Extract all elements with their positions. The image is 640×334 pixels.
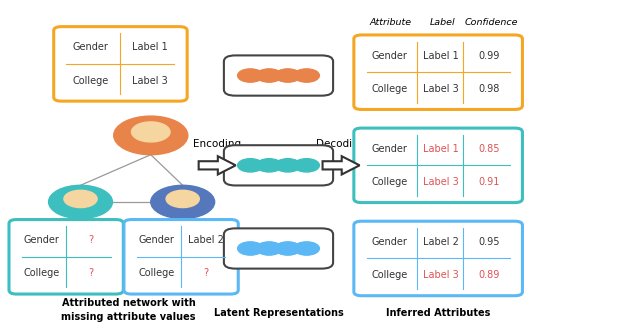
Circle shape xyxy=(64,190,97,207)
Text: ?: ? xyxy=(88,235,93,245)
Circle shape xyxy=(294,69,319,82)
Polygon shape xyxy=(323,156,360,174)
Text: Encoding: Encoding xyxy=(193,139,241,149)
Text: Label 1: Label 1 xyxy=(422,50,458,60)
Text: College: College xyxy=(138,269,175,279)
Circle shape xyxy=(237,242,263,255)
Text: Decoding: Decoding xyxy=(316,139,366,149)
Circle shape xyxy=(275,242,301,255)
Polygon shape xyxy=(198,156,236,174)
FancyBboxPatch shape xyxy=(54,27,187,101)
Text: 0.85: 0.85 xyxy=(478,144,500,154)
Text: 0.95: 0.95 xyxy=(478,237,500,247)
Text: Label 3: Label 3 xyxy=(422,177,458,187)
Text: Label: Label xyxy=(430,18,456,27)
Text: Label 2: Label 2 xyxy=(422,237,458,247)
Text: Inferred Attributes: Inferred Attributes xyxy=(386,308,490,318)
Text: Attributed network with: Attributed network with xyxy=(61,298,195,308)
Circle shape xyxy=(294,242,319,255)
Circle shape xyxy=(257,242,282,255)
FancyBboxPatch shape xyxy=(224,145,333,185)
Text: ?: ? xyxy=(204,269,209,279)
Text: Gender: Gender xyxy=(372,144,408,154)
Text: Confidence: Confidence xyxy=(465,18,518,27)
Text: Label 3: Label 3 xyxy=(132,75,168,86)
FancyBboxPatch shape xyxy=(224,55,333,96)
Text: Label 1: Label 1 xyxy=(422,144,458,154)
Text: 0.91: 0.91 xyxy=(479,177,500,187)
FancyBboxPatch shape xyxy=(9,219,124,294)
Text: Label 3: Label 3 xyxy=(422,84,458,94)
Circle shape xyxy=(131,122,170,142)
Text: Gender: Gender xyxy=(372,50,408,60)
FancyBboxPatch shape xyxy=(354,221,522,296)
Circle shape xyxy=(49,185,113,218)
Text: 0.99: 0.99 xyxy=(479,50,500,60)
Text: Label 3: Label 3 xyxy=(422,270,458,280)
Text: 0.98: 0.98 xyxy=(479,84,500,94)
Circle shape xyxy=(257,159,282,172)
Circle shape xyxy=(275,69,301,82)
Text: Label 2: Label 2 xyxy=(188,235,224,245)
FancyBboxPatch shape xyxy=(354,128,522,203)
Text: College: College xyxy=(371,177,408,187)
FancyBboxPatch shape xyxy=(124,219,238,294)
Text: Gender: Gender xyxy=(73,42,109,52)
Circle shape xyxy=(237,159,263,172)
Text: College: College xyxy=(23,269,60,279)
Circle shape xyxy=(275,159,301,172)
Text: College: College xyxy=(371,84,408,94)
Circle shape xyxy=(257,69,282,82)
FancyBboxPatch shape xyxy=(224,228,333,269)
Text: College: College xyxy=(73,75,109,86)
Text: Gender: Gender xyxy=(24,235,60,245)
Text: Gender: Gender xyxy=(372,237,408,247)
Circle shape xyxy=(237,69,263,82)
FancyBboxPatch shape xyxy=(354,35,522,110)
Circle shape xyxy=(114,116,188,155)
Text: missing attribute values: missing attribute values xyxy=(61,312,196,322)
Text: College: College xyxy=(371,270,408,280)
Text: 0.89: 0.89 xyxy=(479,270,500,280)
Circle shape xyxy=(151,185,214,218)
Circle shape xyxy=(166,190,199,207)
Circle shape xyxy=(294,159,319,172)
Text: Latent Representations: Latent Representations xyxy=(214,308,344,318)
Text: ?: ? xyxy=(88,269,93,279)
Text: Gender: Gender xyxy=(138,235,174,245)
Text: Attribute: Attribute xyxy=(369,18,412,27)
Text: Label 1: Label 1 xyxy=(132,42,168,52)
